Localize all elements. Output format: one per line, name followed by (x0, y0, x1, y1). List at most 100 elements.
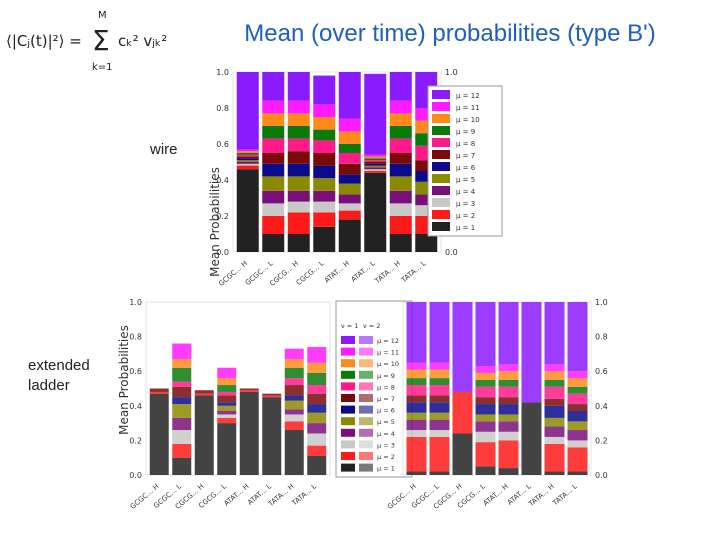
ladder-legend-swatch-nu2 (359, 394, 373, 402)
ladder1-bar-segment (307, 393, 327, 405)
ladder2-bar-segment (475, 366, 496, 373)
ladder1-bar-segment (307, 372, 327, 386)
ladder1-bar-segment (149, 388, 169, 392)
wire-bar-segment (287, 234, 310, 252)
ladder1-bar-segment (217, 423, 237, 475)
ladder-legend-label: μ = 12 (377, 337, 399, 345)
wire-category-label: TATA... H (373, 259, 402, 285)
ladder-legend-swatch-nu1 (341, 347, 355, 356)
wire-legend-label: μ = 5 (456, 176, 475, 184)
wire-bar-segment (262, 126, 285, 139)
ladder1-ytick-left: 1.0 (129, 298, 142, 307)
wire-ytick-left: 0.4 (216, 176, 229, 185)
ladder1-bar-segment (284, 430, 304, 475)
wire-legend-label: μ = 3 (456, 200, 475, 208)
wire-legend-label: μ = 1 (456, 224, 475, 232)
wire-ytick-right: 0.0 (445, 248, 458, 257)
ladder2-bar-segment (567, 404, 588, 411)
ladder2-bar-segment (567, 378, 588, 387)
wire-bar-segment (313, 75, 336, 105)
ladder2-bar-segment (498, 431, 519, 441)
wire-legend: μ = 12 μ = 11 μ = 10 μ = 9 μ = 8 μ = 7 μ = 6 μ … (427, 85, 503, 237)
ladder1-bar-segment (284, 378, 304, 386)
wire-ytick-left: 0.6 (216, 140, 229, 149)
ladder1-bar-segment (307, 362, 327, 373)
ladder1-bar-segment (194, 393, 214, 396)
ladder-legend-swatch-nu1 (341, 440, 355, 449)
ladder2-bar-segment (475, 386, 496, 398)
wire-bar-segment (236, 165, 259, 170)
wire-legend-label: μ = 9 (456, 128, 475, 136)
ladder-legend-swatch-nu1 (341, 428, 355, 437)
ladder-legend-swatch-nu1 (341, 417, 355, 426)
wire-legend-label: μ = 2 (456, 212, 475, 220)
ladder-legend-swatch-nu2 (359, 452, 373, 460)
wire-bar-segment (415, 194, 438, 206)
ladder1-bar-segment (217, 414, 237, 418)
wire-legend-swatch (432, 114, 450, 123)
ladder-legend-label: μ = 11 (377, 349, 399, 357)
ladder1-bar-segment (239, 388, 259, 391)
ladder1-bar-segment (239, 390, 259, 392)
wire-category-label: ATAT... L (350, 259, 377, 283)
ladder-legend-swatch-nu1 (341, 394, 355, 402)
wire-category-label: CGCG... L (295, 259, 326, 287)
ladder1-bar-segment (194, 395, 214, 475)
wire-bar-segment (287, 212, 310, 234)
wire-legend-label: μ = 8 (456, 140, 475, 148)
wire-bar-segment (236, 158, 259, 161)
wire-bar-segment (364, 163, 387, 166)
ladder1-bar-segment (217, 378, 237, 386)
ladder-legend: ν = 1 ν = 2 μ = 12 μ = 11 μ = 10 μ = 9 μ = 8… (335, 300, 413, 478)
wire-bar-segment (389, 176, 412, 191)
wire-bar-segment (262, 163, 285, 177)
ladder2-bar-segment (429, 412, 450, 420)
ladder-legend-swatch-nu1 (341, 359, 355, 368)
ladder1-bar-segment (172, 359, 192, 368)
formula-lhs: ⟨|Cⱼ(t)|²⟩ = (6, 32, 82, 50)
wire-bar-segment (389, 72, 412, 101)
ladder2-bar-segment (544, 386, 565, 399)
ladder2-bar-segment (406, 362, 427, 370)
wire-bar-segment (364, 165, 387, 168)
ladder2-ytick-right: 0.8 (595, 333, 608, 342)
wire-ytick-right: 1.0 (445, 68, 458, 77)
ladder2-ytick-right: 1.0 (595, 298, 608, 307)
ladder2-bar-segment (406, 369, 427, 379)
ladder-legend-label: μ = 4 (377, 430, 395, 438)
wire-bar-segment (338, 153, 361, 164)
wire-legend-swatch (432, 222, 450, 231)
ladder1-bar-segment (217, 385, 237, 392)
ladder1-bar-segment (194, 390, 214, 394)
ladder1-ylabel: Mean Probabilities (117, 325, 131, 435)
ladder-legend-swatch-nu1 (341, 452, 355, 460)
ladder1-bar-segment (284, 348, 304, 360)
ladder2-bar-segment (475, 302, 496, 367)
wire-bar-segment (389, 203, 412, 216)
ladder-legend-header-1: ν = 1 (341, 322, 358, 330)
ladder1-bar-segment (307, 433, 327, 446)
ladder2-bar-segment (567, 302, 588, 372)
wire-bar-segment (313, 104, 336, 117)
wire-bar-segment (415, 160, 438, 171)
wire-legend-swatch (432, 210, 450, 219)
ladder2-bar-segment (406, 419, 427, 431)
wire-bar-segment (287, 72, 310, 101)
ladder1-category-label: ATAT... H (223, 482, 251, 507)
ladder2-bar-segment (429, 430, 450, 437)
wire-bar-segment (389, 113, 412, 126)
ladder2-bar-segment (498, 421, 519, 432)
ladder2-bar-segment (429, 436, 450, 472)
wire-bar-segment (287, 151, 310, 164)
wire-bar-segment (338, 144, 361, 153)
ladder1-bar-segment (217, 405, 237, 411)
ladder1-bar-segment (217, 417, 237, 424)
wire-bar-segment (236, 169, 259, 252)
ladder-legend-items: μ = 12 μ = 11 μ = 10 μ = 9 μ = 8 μ = 7 μ = 6 μ … (341, 336, 399, 473)
ladder2-bar-segment (567, 410, 588, 422)
ladder-legend-label: μ = 3 (377, 441, 395, 449)
wire-bar-segment (236, 163, 259, 166)
ladder2-bar-segment (452, 433, 473, 475)
wire-bar-segment (262, 153, 285, 164)
